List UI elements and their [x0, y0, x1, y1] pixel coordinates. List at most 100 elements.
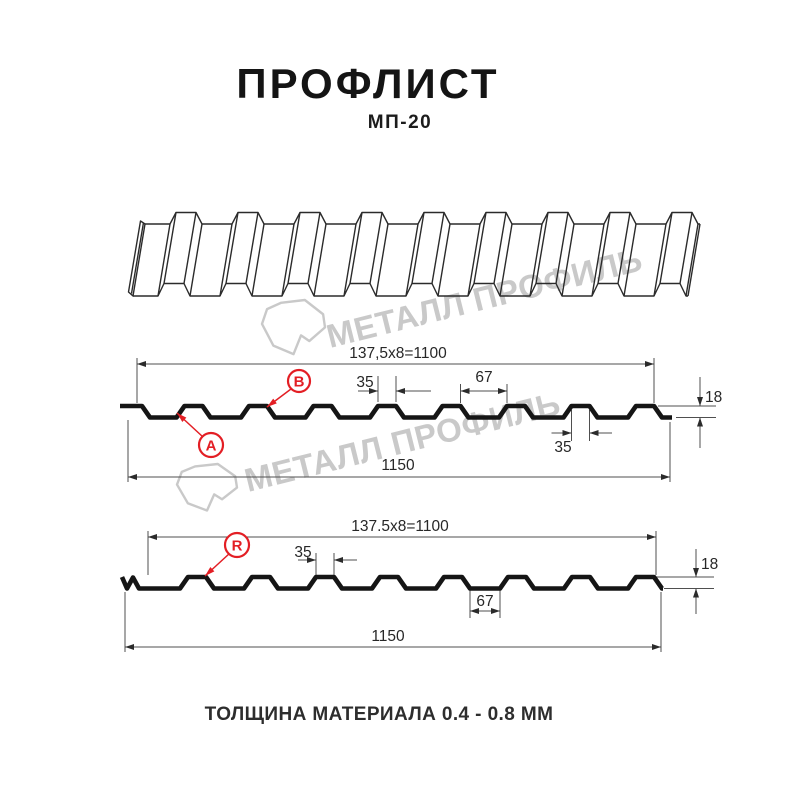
dim-crest-top: 35: [356, 374, 373, 391]
dim-total-top: 1150: [381, 457, 415, 474]
dim-arrow: [652, 644, 661, 650]
dimension-arrowheads: [125, 361, 703, 650]
sheet-rib-edge: [369, 212, 383, 284]
sheet-3d-view: [127, 211, 701, 297]
dim-arrow: [369, 388, 378, 394]
dim-span-top: 137,5x8=1100: [349, 345, 447, 362]
sheet-rib-edge: [659, 212, 673, 284]
dim-arrow: [589, 430, 599, 436]
callout-leaders: [176, 388, 292, 577]
sheet-rib-edge: [437, 223, 451, 297]
sheet-rib-edge: [405, 223, 419, 297]
dim-arrow: [334, 557, 343, 563]
dim-arrow: [491, 608, 500, 614]
sheet-rib-edge: [535, 212, 549, 284]
sheet-rib-edge: [163, 212, 177, 284]
callout-r-letter: R: [232, 538, 243, 555]
dim-arrow: [396, 388, 405, 394]
sheet-rib-edge: [597, 212, 611, 284]
sheet-rib-edge: [555, 212, 569, 284]
sheet-rib-edge: [679, 212, 693, 284]
dim-arrow: [697, 397, 703, 406]
sheet-rib-edge: [219, 223, 233, 297]
sheet-rib-edge: [245, 212, 259, 284]
leader-arrow: [177, 413, 187, 422]
dim-arrow: [125, 644, 134, 650]
dim-arrow: [562, 430, 572, 436]
leader-arrow: [267, 398, 277, 407]
watermark-text: МЕТАЛЛ ПРОФИЛЬ: [323, 241, 646, 355]
dim-valley-bottom: 67: [476, 593, 493, 610]
watermark-logo-1: МЕТАЛЛ ПРОФИЛЬ: [260, 241, 646, 356]
sheet-rib-edge: [225, 212, 239, 284]
dim-arrow: [470, 608, 479, 614]
material-thickness-caption: ТОЛЩИНА МАТЕРИАЛА 0.4 - 0.8 ММ: [204, 704, 554, 725]
page-title: ПРОФЛИСТ: [236, 60, 500, 107]
callout-r: R: [223, 531, 251, 559]
sheet-rib-edge: [467, 223, 481, 297]
dim-arrow: [661, 474, 670, 480]
sheet-rib-edge: [183, 212, 197, 284]
sheet-rib-edge: [157, 223, 171, 297]
sheet-rib-edge: [493, 212, 507, 284]
sheet-rib-edge: [685, 223, 699, 297]
sheet-rib-edge: [653, 223, 667, 297]
dim-height-bottom: 18: [701, 556, 718, 573]
sheet-rib-edge: [189, 223, 203, 297]
leader-arrow: [205, 567, 215, 576]
callout-a-letter: A: [206, 438, 217, 455]
dim-arrow: [137, 361, 146, 367]
dim-span-bottom: 137.5x8=1100: [351, 518, 449, 535]
sheet-rib-edge: [473, 212, 487, 284]
sheet-rib-edge: [375, 223, 389, 297]
sheet-rib-edge: [251, 223, 265, 297]
dim-arrow: [693, 568, 699, 577]
sheet-rib-edge: [623, 223, 637, 297]
sheet-rib-edge: [313, 223, 327, 297]
dim-valley-top: 67: [475, 369, 492, 386]
page-subtitle: МП-20: [367, 112, 433, 133]
sheet-rib-edge: [591, 223, 605, 297]
sheet-cut-edge: [127, 220, 146, 297]
sheet-back-edge: [145, 211, 700, 225]
callout-r-circle: [223, 531, 251, 559]
sheet-rib-edge: [617, 212, 631, 284]
callout-a-circle: [197, 431, 225, 459]
sheet-rib-edge: [343, 223, 357, 297]
dim-arrow: [128, 474, 137, 480]
profile-bottom-outline: [119, 574, 665, 591]
dim-arrow: [460, 388, 470, 394]
dim-arrow: [693, 588, 699, 598]
profile-top-outline: [120, 403, 672, 420]
callout-b: B: [286, 368, 312, 394]
sheet-right-edge: [687, 223, 701, 297]
sheet-rib-edge: [349, 212, 363, 284]
sheet-rib-edge: [431, 212, 445, 284]
callout-a: A: [197, 431, 225, 459]
dim-arrow: [647, 534, 656, 540]
sheet-rib-edge: [561, 223, 575, 297]
callout-b-letter: B: [294, 374, 305, 391]
dim-height-top: 18: [705, 389, 722, 406]
dim-arrow: [697, 417, 703, 427]
dimension-lines: [124, 358, 716, 652]
dim-arrow: [498, 388, 507, 394]
sheet-rib-edge: [281, 223, 295, 297]
sheet-rib-edge: [499, 223, 513, 297]
watermark-logo-2: МЕТАЛЛ ПРОФИЛЬ: [175, 385, 564, 512]
brand-gem-icon: [260, 298, 327, 356]
dim-arrow: [645, 361, 654, 367]
watermark-text: МЕТАЛЛ ПРОФИЛЬ: [241, 385, 564, 499]
sheet-rib-edge: [307, 212, 321, 284]
brand-gem-icon: [175, 462, 239, 512]
sheet-rib-edge: [411, 212, 425, 284]
callout-b-circle: [286, 368, 312, 394]
sheet-rib-lines: [157, 212, 701, 297]
dim-arrow: [307, 557, 316, 563]
sheet-rib-edge: [529, 223, 543, 297]
sheet-rib-edge: [287, 212, 301, 284]
sheet-front-edge: [133, 282, 688, 297]
dim-crest-bottom: 35: [294, 544, 311, 561]
